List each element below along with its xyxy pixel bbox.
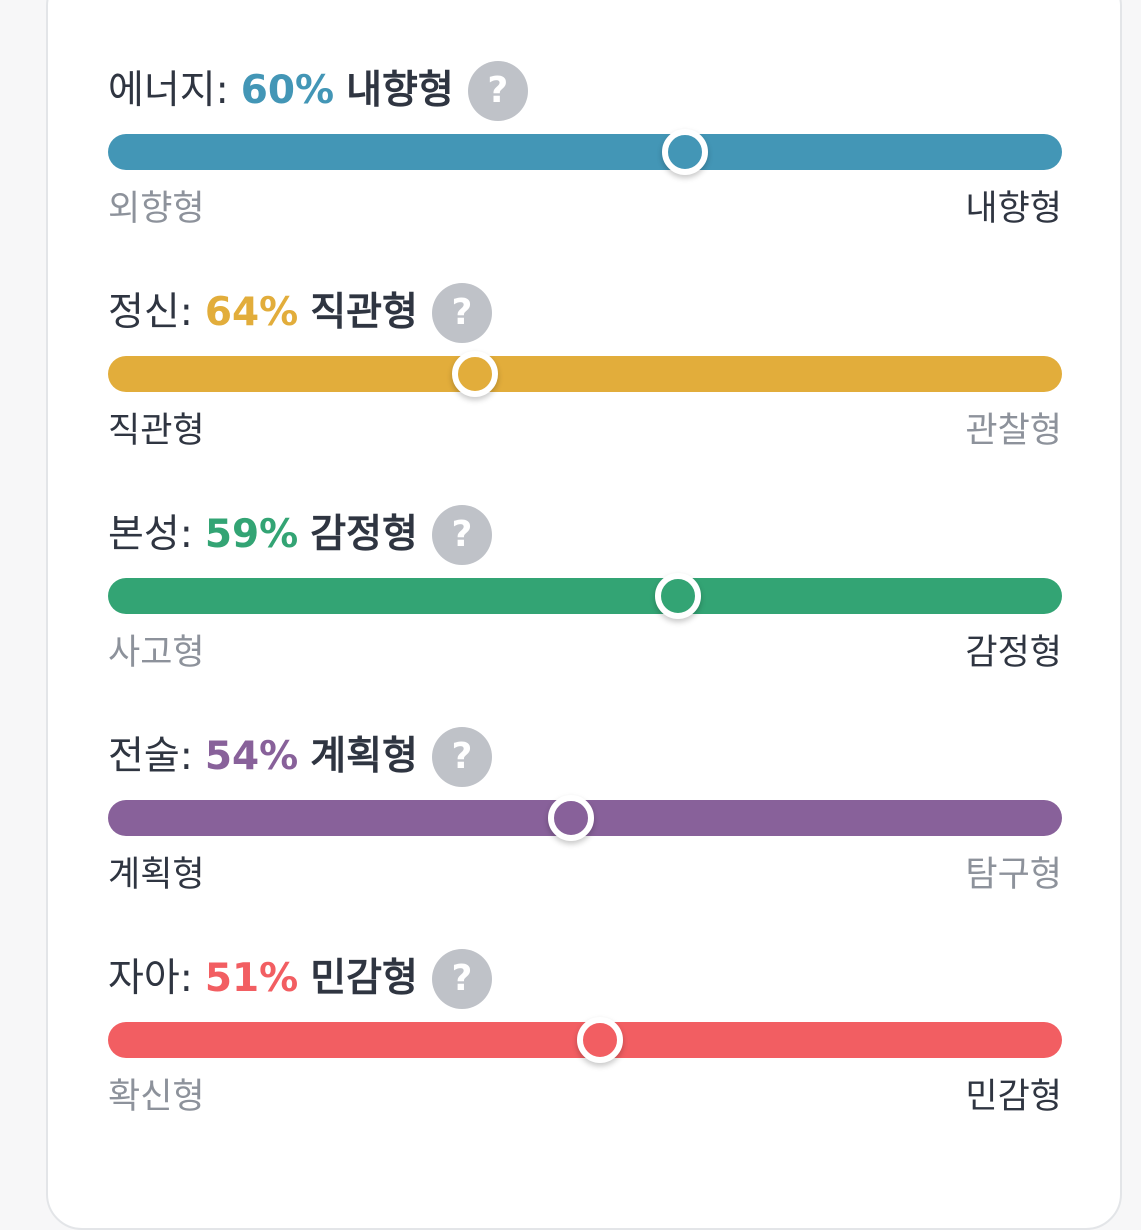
trait-bar[interactable] bbox=[108, 1017, 1062, 1063]
trait-mind: 정신: 64% 직관형 ? 직관형 관찰형 bbox=[108, 282, 1062, 472]
slider-knob[interactable] bbox=[577, 1017, 624, 1063]
slider-knob[interactable] bbox=[662, 129, 709, 175]
trait-bar[interactable] bbox=[108, 129, 1062, 175]
trait-tactics: 전술: 54% 계획형 ? 계획형 탐구형 bbox=[108, 726, 1062, 916]
left-pole-label: 직관형 bbox=[108, 411, 205, 451]
trait-heading: 자아: 51% 민감형 ? bbox=[108, 948, 492, 1010]
trait-heading: 전술: 54% 계획형 ? bbox=[108, 726, 492, 788]
trait-name: 전술 bbox=[108, 734, 180, 779]
trait-name: 에너지 bbox=[108, 68, 216, 113]
trait-percent: 54% bbox=[204, 734, 299, 779]
trait-identity: 자아: 51% 민감형 ? 확신형 민감형 bbox=[108, 948, 1062, 1138]
right-pole-label: 탐구형 bbox=[965, 855, 1062, 895]
trait-heading: 에너지: 60% 내향형 ? bbox=[108, 60, 528, 122]
trait-bar[interactable] bbox=[108, 795, 1062, 841]
right-pole-label: 감정형 bbox=[965, 633, 1062, 673]
trait-type: 감정형 bbox=[310, 512, 418, 557]
trait-percent: 64% bbox=[204, 290, 299, 335]
right-pole-label: 관찰형 bbox=[965, 411, 1062, 451]
trait-bar[interactable] bbox=[108, 351, 1062, 397]
trait-type: 내향형 bbox=[346, 68, 454, 113]
left-pole-label: 사고형 bbox=[108, 633, 205, 673]
trait-type: 계획형 bbox=[310, 734, 418, 779]
trait-heading: 정신: 64% 직관형 ? bbox=[108, 282, 492, 344]
trait-type: 직관형 bbox=[310, 290, 418, 335]
left-pole-label: 확신형 bbox=[108, 1077, 205, 1117]
trait-name: 자아 bbox=[108, 956, 180, 1001]
left-pole-label: 계획형 bbox=[108, 855, 205, 895]
trait-percent: 51% bbox=[204, 956, 299, 1001]
trait-percent: 60% bbox=[240, 68, 335, 113]
right-pole-label: 내향형 bbox=[965, 189, 1062, 229]
trait-bar[interactable] bbox=[108, 573, 1062, 619]
trait-type: 민감형 bbox=[310, 956, 418, 1001]
question-mark-icon[interactable]: ? bbox=[431, 727, 492, 787]
trait-nature: 본성: 59% 감정형 ? 사고형 감정형 bbox=[108, 504, 1062, 694]
trait-heading: 본성: 59% 감정형 ? bbox=[108, 504, 492, 566]
question-mark-icon[interactable]: ? bbox=[431, 505, 492, 565]
slider-knob[interactable] bbox=[452, 351, 499, 397]
question-mark-icon[interactable]: ? bbox=[431, 283, 492, 343]
trait-energy: 에너지: 60% 내향형 ? 외향형 내향형 bbox=[108, 60, 1062, 250]
question-mark-icon[interactable]: ? bbox=[467, 61, 528, 121]
slider-knob[interactable] bbox=[547, 795, 594, 841]
left-pole-label: 외향형 bbox=[108, 189, 205, 229]
trait-percent: 59% bbox=[204, 512, 299, 557]
trait-name: 정신 bbox=[108, 290, 180, 335]
question-mark-icon[interactable]: ? bbox=[431, 949, 492, 1009]
right-pole-label: 민감형 bbox=[965, 1077, 1062, 1117]
slider-knob[interactable] bbox=[654, 573, 701, 619]
trait-name: 본성 bbox=[108, 512, 180, 557]
